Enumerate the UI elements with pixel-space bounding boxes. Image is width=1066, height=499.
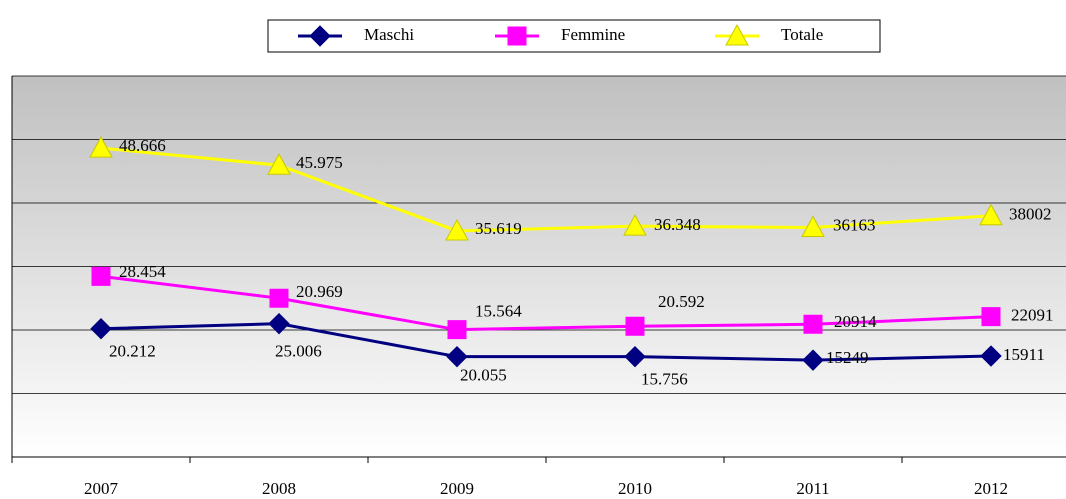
x-tick-label: 2012	[974, 479, 1008, 498]
data-label: 15249	[826, 348, 869, 367]
x-tick-label: 2011	[796, 479, 829, 498]
data-label: 20.212	[109, 342, 156, 361]
data-label: 22091	[1011, 306, 1054, 325]
data-point	[803, 314, 823, 334]
data-label: 35.619	[475, 219, 522, 238]
data-point	[981, 307, 1001, 327]
data-point	[446, 345, 468, 368]
legend-label: Maschi	[364, 25, 414, 44]
data-point	[624, 345, 646, 368]
data-point	[447, 320, 467, 340]
legend-label: Femmine	[561, 25, 625, 44]
data-point	[89, 136, 113, 158]
data-point	[267, 153, 291, 175]
data-point	[90, 318, 112, 340]
data-label: 20.055	[460, 366, 507, 385]
data-label: 15.564	[475, 302, 522, 321]
data-label: 15911	[1003, 345, 1045, 364]
data-point	[445, 218, 469, 241]
legend-marker	[507, 26, 527, 46]
data-label: 45.975	[296, 153, 343, 172]
data-point	[268, 312, 290, 335]
x-tick-label: 2009	[440, 479, 474, 498]
legend	[267, 19, 881, 53]
data-point	[979, 203, 1003, 226]
data-point	[91, 266, 111, 286]
data-point	[980, 345, 1002, 367]
series-line	[100, 274, 992, 332]
data-label: 36163	[833, 215, 876, 234]
series-line	[100, 146, 992, 233]
legend-marker	[725, 23, 749, 46]
x-tick-label: 2010	[618, 479, 652, 498]
data-point	[802, 349, 824, 371]
data-label: 20.969	[296, 282, 343, 301]
data-label: 48.666	[119, 136, 166, 155]
data-point	[625, 316, 645, 336]
legend-marker	[309, 25, 331, 47]
data-label: 20914	[834, 312, 877, 331]
data-point	[801, 215, 825, 237]
x-tick-label: 2007	[84, 479, 119, 498]
series-line	[100, 322, 992, 362]
legend-label: Totale	[781, 25, 823, 44]
data-label: 38002	[1009, 205, 1052, 224]
data-point	[269, 288, 289, 308]
x-tick-label: 2008	[262, 479, 296, 498]
data-point	[623, 214, 647, 236]
data-label: 28.454	[119, 262, 166, 281]
data-label: 25.006	[275, 342, 322, 361]
data-label: 20.592	[658, 292, 705, 311]
data-label: 36.348	[654, 215, 701, 234]
data-label: 15.756	[641, 370, 688, 389]
